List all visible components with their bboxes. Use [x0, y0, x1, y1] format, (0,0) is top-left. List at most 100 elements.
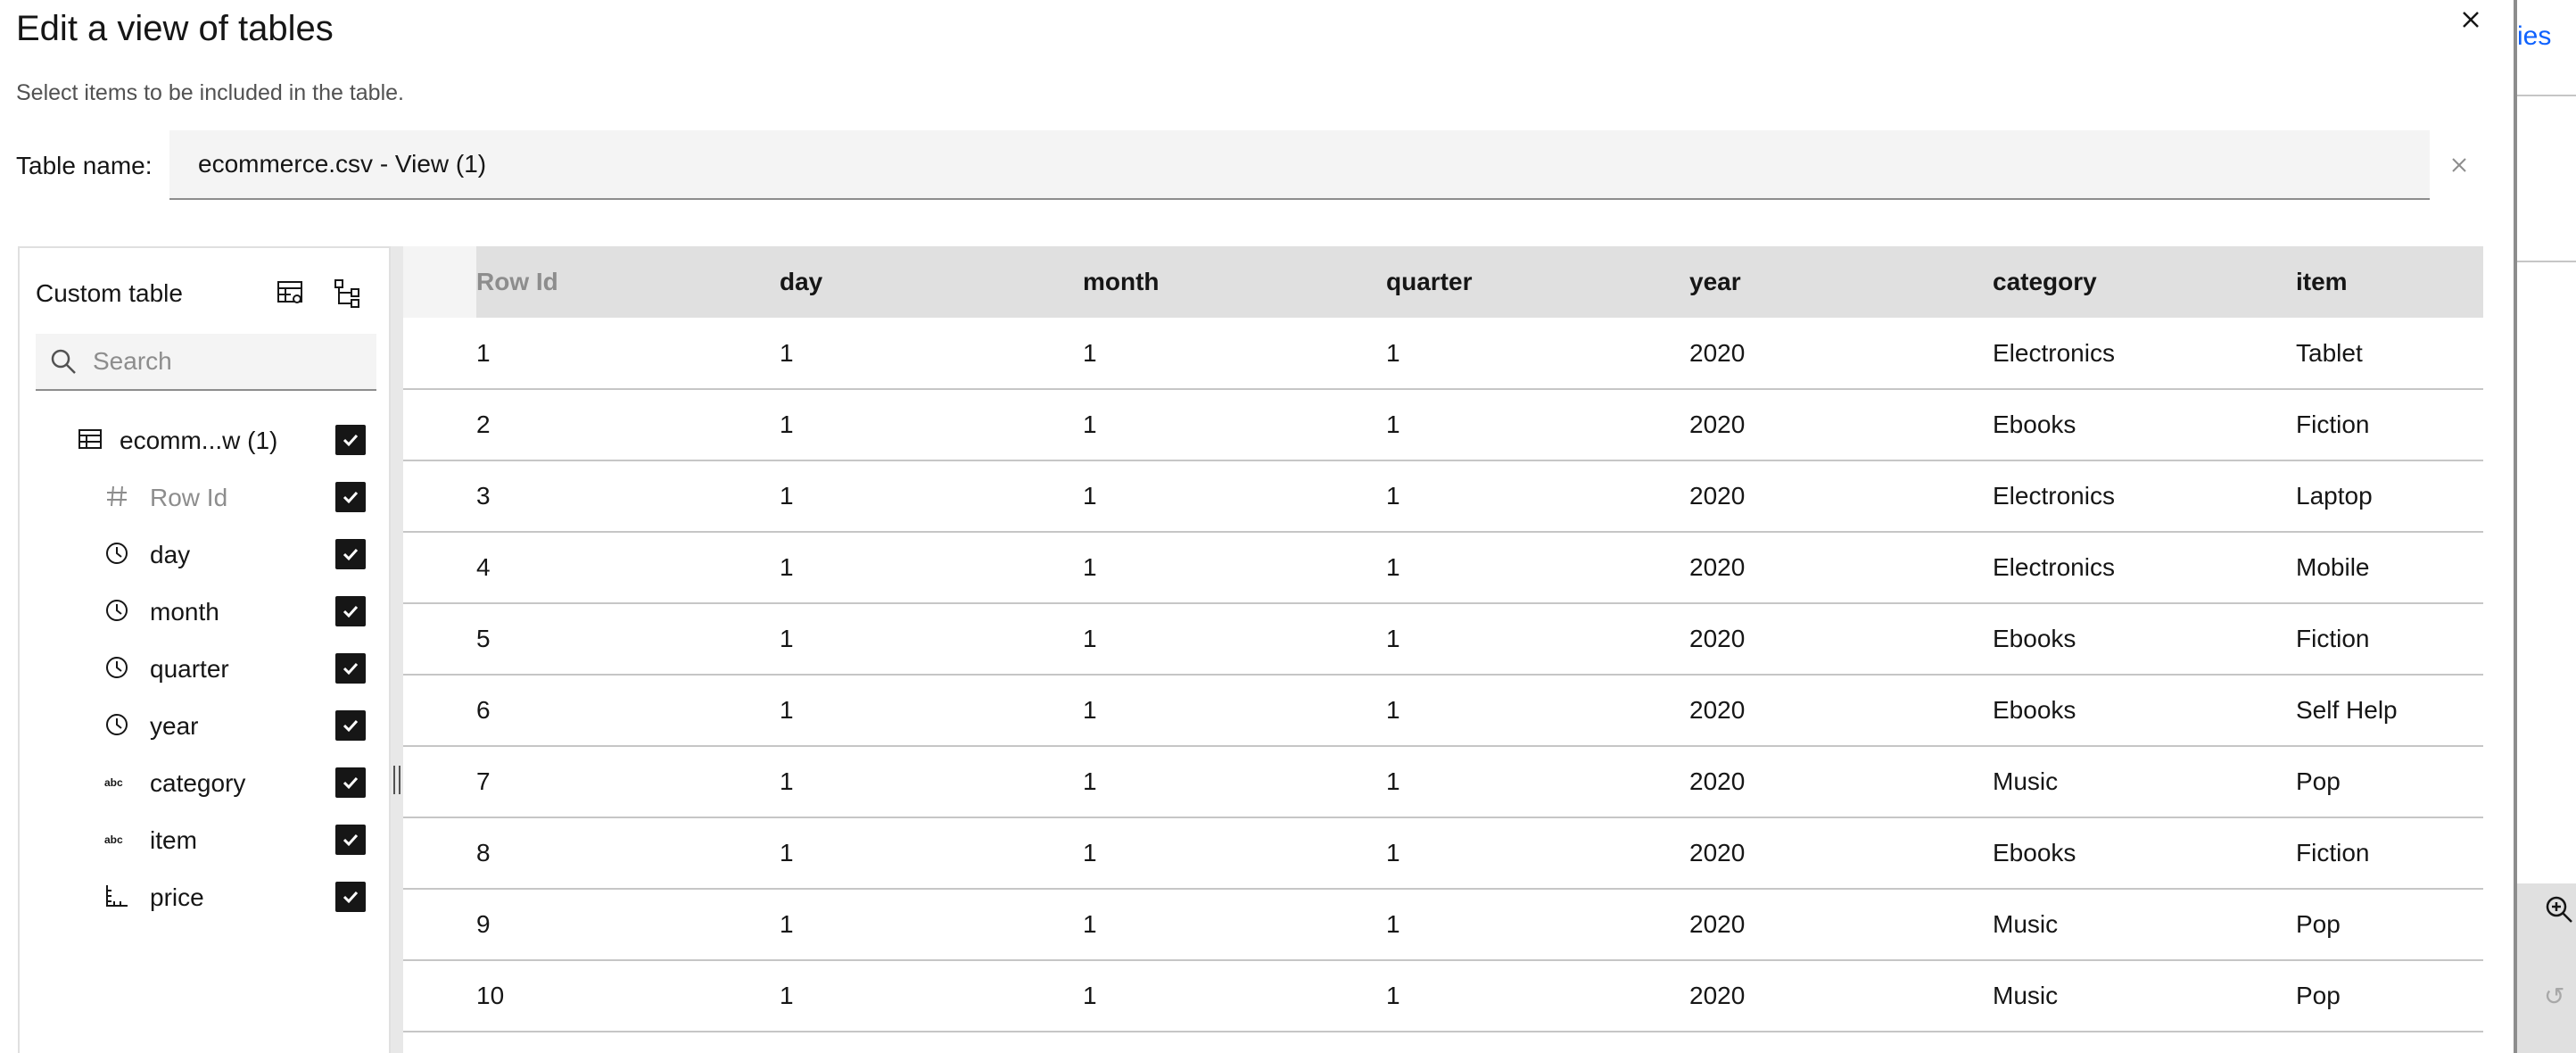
tree-item-label: day [150, 541, 191, 568]
checkmark-icon [343, 891, 359, 904]
abc-icon: abc [103, 768, 130, 795]
field-checkbox[interactable] [335, 882, 366, 912]
table-icon [77, 426, 103, 452]
table-cell: 2020 [1689, 982, 1746, 1009]
table-checkbox[interactable] [335, 425, 366, 455]
background-panel [2517, 0, 2576, 1053]
field-checkbox[interactable] [335, 825, 366, 855]
table-cell: 9 [476, 910, 491, 938]
measure-icon [103, 883, 130, 909]
clear-icon [2452, 158, 2466, 172]
tree-item-day[interactable]: day [103, 532, 380, 575]
table-row[interactable]: 5 1 1 1 2020 Ebooks Fiction [403, 603, 2483, 675]
column-header-day[interactable]: day [780, 268, 823, 295]
table-cell: 3 [476, 482, 491, 510]
hierarchy-button[interactable] [332, 277, 364, 309]
table-cell: Ebooks [1993, 410, 2076, 438]
table-cell: Self Help [2296, 696, 2398, 724]
tree-item-category[interactable]: abc category [103, 760, 380, 803]
table-row[interactable]: 8 1 1 1 2020 Ebooks Fiction [403, 817, 2483, 889]
field-checkbox[interactable] [335, 710, 366, 741]
column-header-quarter[interactable]: quarter [1386, 268, 1473, 295]
dialog-subtitle: Select items to be included in the table… [16, 80, 404, 105]
table-cell: 1 [780, 696, 794, 724]
table-cell: 1 [780, 839, 794, 866]
table-cell: Tablet [2296, 338, 2363, 367]
table-cell: Music [1993, 767, 2059, 795]
tree-item-quarter[interactable]: quarter [103, 646, 380, 689]
table-cell: 1 [1083, 482, 1097, 510]
table-cell: 1 [1083, 410, 1097, 438]
field-checkbox[interactable] [335, 653, 366, 684]
table-cell: Fiction [2296, 625, 2370, 652]
checkmark-icon [343, 491, 359, 504]
table-cell: 2020 [1689, 338, 1746, 367]
column-header-item[interactable]: item [2296, 268, 2348, 295]
table-settings-button[interactable] [275, 277, 307, 309]
dialog-title: Edit a view of tables [16, 9, 334, 48]
hash-icon [103, 483, 130, 510]
table-cell: 1 [1083, 767, 1097, 795]
column-header-category[interactable]: category [1993, 268, 2097, 295]
tree-item-row-id[interactable]: Row Id [103, 475, 380, 518]
table-cell: 1 [780, 625, 794, 652]
column-header-row-id[interactable]: Row Id [476, 268, 558, 295]
table-cell: 1 [1386, 910, 1400, 938]
table-cell: 5 [476, 625, 491, 652]
table-cell: Music [1993, 982, 2059, 1009]
table-cell: 2020 [1689, 553, 1746, 581]
tree-item-label: ecomm...w (1) [120, 427, 278, 454]
table-name-input[interactable] [169, 130, 2430, 200]
clear-input-button[interactable] [2446, 152, 2473, 178]
tree-item-item[interactable]: abc item [103, 817, 380, 860]
table-row[interactable]: 6 1 1 1 2020 Ebooks Self Help [403, 675, 2483, 746]
table-cell: 1 [1083, 553, 1097, 581]
table-row[interactable]: 9 1 1 1 2020 Music Pop [403, 889, 2483, 960]
row-selector [403, 746, 476, 817]
search-field [36, 334, 376, 391]
tree-item-table[interactable]: ecomm...w (1) [77, 418, 380, 460]
tree-item-label: category [150, 769, 246, 797]
search-input[interactable] [93, 334, 369, 389]
close-icon [2463, 12, 2479, 28]
checkmark-icon [343, 605, 359, 618]
field-checkbox[interactable] [335, 596, 366, 626]
table-cell: 1 [1386, 338, 1400, 367]
column-header-year[interactable]: year [1689, 268, 1741, 295]
table-cell: Electronics [1993, 553, 2115, 581]
table-row[interactable]: 7 1 1 1 2020 Music Pop [403, 746, 2483, 817]
table-row[interactable]: 3 1 1 1 2020 Electronics Laptop [403, 460, 2483, 532]
tree-item-month[interactable]: month [103, 589, 380, 632]
table-cell: 1 [1083, 338, 1097, 367]
abc-icon: abc [103, 825, 130, 852]
row-selector [403, 889, 476, 960]
table-cell: 1 [1386, 625, 1400, 652]
tree-item-label: item [150, 826, 197, 854]
table-cell: 1 [1083, 910, 1097, 938]
table-row[interactable]: 10 1 1 1 2020 Music Pop [403, 960, 2483, 1032]
tree-item-price[interactable]: price [103, 875, 380, 917]
panel-resize-handle[interactable] [391, 246, 403, 1053]
table-cell: 1 [1083, 982, 1097, 1009]
table-cell: 1 [780, 767, 794, 795]
field-checkbox[interactable] [335, 767, 366, 798]
table-cell: Pop [2296, 982, 2341, 1009]
clock-icon [103, 711, 130, 738]
table-cell: 1 [1386, 553, 1400, 581]
table-cell: 6 [476, 696, 491, 724]
close-button[interactable] [2455, 4, 2487, 36]
table-row[interactable]: 2 1 1 1 2020 Ebooks Fiction [403, 389, 2483, 460]
table-row[interactable]: 1 1 1 1 2020 Electronics Tablet [403, 318, 2483, 389]
row-selector [403, 960, 476, 1032]
field-checkbox[interactable] [335, 482, 366, 512]
field-checkbox[interactable] [335, 539, 366, 569]
table-cell: Ebooks [1993, 696, 2076, 724]
tree-item-year[interactable]: year [103, 703, 380, 746]
table-cell: 1 [780, 338, 794, 367]
table-cell: 1 [476, 338, 491, 367]
table-cell: 10 [476, 982, 505, 1009]
table-row[interactable]: 4 1 1 1 2020 Electronics Mobile [403, 532, 2483, 603]
tree-item-label: price [150, 883, 204, 911]
table-cell: 7 [476, 767, 491, 795]
column-header-month[interactable]: month [1083, 268, 1160, 295]
